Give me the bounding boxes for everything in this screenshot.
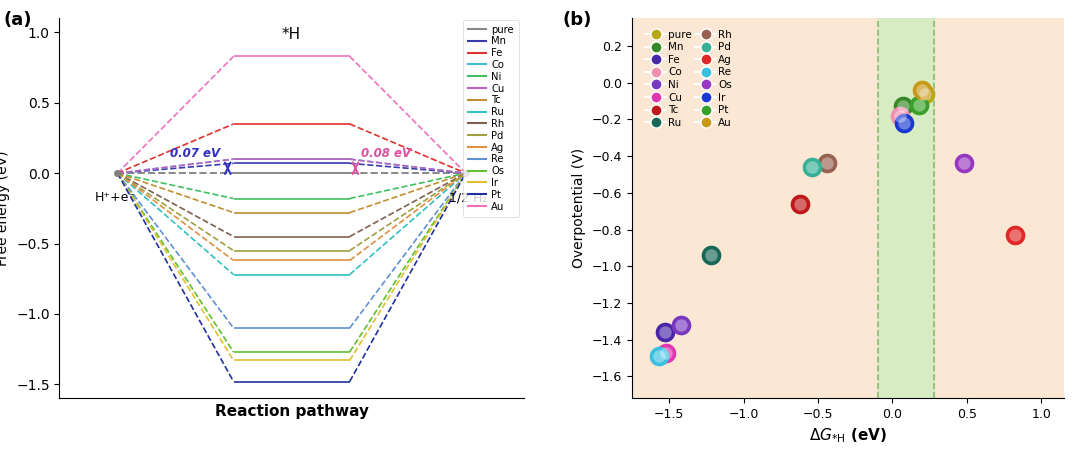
Point <box>702 251 719 259</box>
Point <box>914 86 931 93</box>
Y-axis label: Free energy (eV): Free energy (eV) <box>0 151 11 266</box>
Y-axis label: Overpotential (V): Overpotential (V) <box>572 148 586 268</box>
Point <box>895 120 913 127</box>
Point <box>673 322 690 329</box>
Text: 0.07 eV: 0.07 eV <box>170 147 220 160</box>
Point <box>1005 231 1023 239</box>
Point <box>656 329 673 336</box>
Text: 0.08 eV: 0.08 eV <box>361 147 411 160</box>
Point <box>658 349 675 356</box>
Point <box>650 353 667 360</box>
X-axis label: Reaction pathway: Reaction pathway <box>215 404 368 419</box>
Point <box>804 164 821 171</box>
Point <box>650 353 667 360</box>
Bar <box>878 18 934 398</box>
Point <box>895 120 913 127</box>
X-axis label: $\Delta G_{*\mathrm{H}}$ (eV): $\Delta G_{*\mathrm{H}}$ (eV) <box>809 427 887 446</box>
Text: 1/2 H₂: 1/2 H₂ <box>449 191 487 204</box>
Point <box>804 164 821 171</box>
Point <box>891 112 908 120</box>
Point <box>956 160 973 167</box>
Text: (b): (b) <box>563 11 592 29</box>
Point <box>891 112 908 120</box>
Point <box>894 103 912 110</box>
Point <box>819 160 836 167</box>
Point <box>792 200 809 207</box>
Point <box>917 90 934 97</box>
Point <box>894 103 912 110</box>
Point <box>917 90 934 97</box>
Point <box>914 86 931 93</box>
Point <box>702 251 719 259</box>
Point <box>673 322 690 329</box>
Point <box>1005 231 1023 239</box>
Point <box>910 101 928 108</box>
Text: H⁺+e⁻: H⁺+e⁻ <box>95 191 136 204</box>
Point <box>656 329 673 336</box>
Point <box>819 160 836 167</box>
Legend: pure, Mn, Fe, Co, Ni, Cu, Tc, Ru, Rh, Pd, Ag, Re, Os, Ir, Pt, Au: pure, Mn, Fe, Co, Ni, Cu, Tc, Ru, Rh, Pd… <box>642 26 737 132</box>
Text: *H: *H <box>282 27 301 42</box>
Point <box>956 160 973 167</box>
Point <box>658 349 675 356</box>
Text: (a): (a) <box>3 11 32 29</box>
Point <box>910 101 928 108</box>
Legend: pure, Mn, Fe, Co, Ni, Cu, Tc, Ru, Rh, Pd, Ag, Re, Os, Ir, Pt, Au: pure, Mn, Fe, Co, Ni, Cu, Tc, Ru, Rh, Pd… <box>463 20 518 217</box>
Point <box>792 200 809 207</box>
